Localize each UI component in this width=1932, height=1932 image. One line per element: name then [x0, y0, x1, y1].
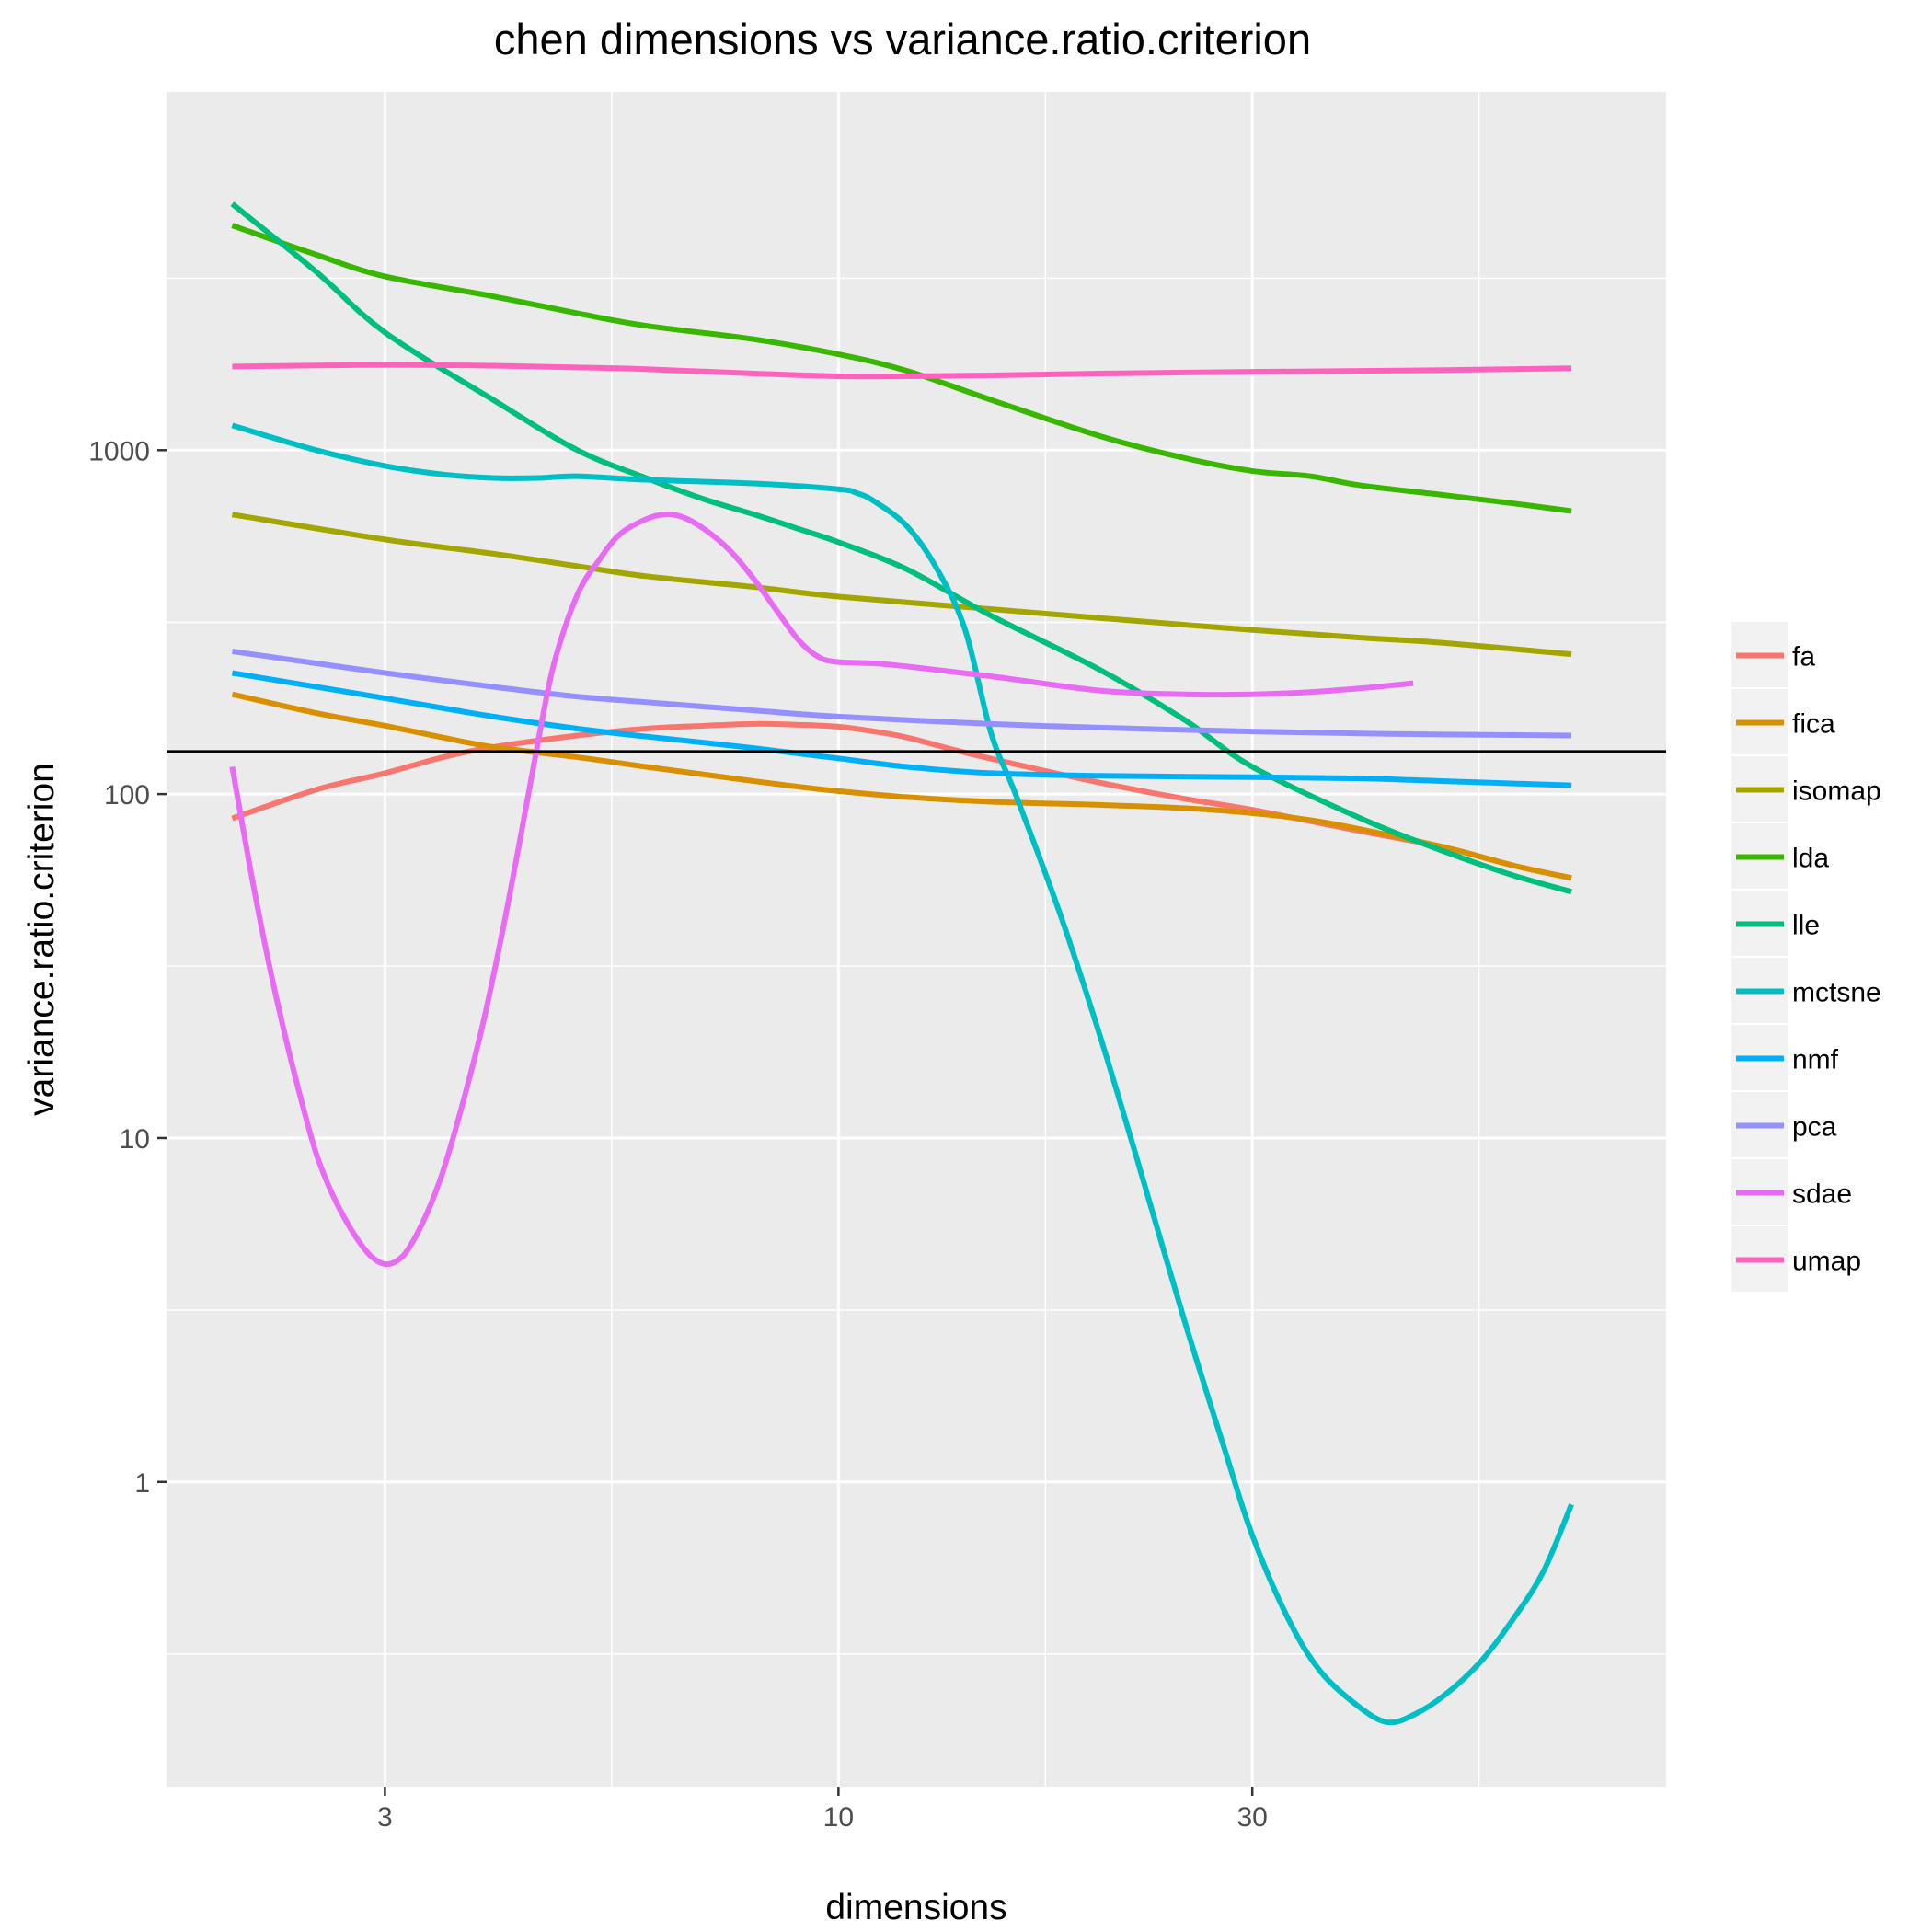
legend-item-mctsne: mctsne: [1731, 958, 1881, 1023]
series-line-fica: [231, 691, 1572, 881]
legend-item-umap: umap: [1731, 1226, 1861, 1292]
series-line-pca: [231, 649, 1572, 739]
x-axis-title: dimensions: [825, 1888, 1006, 1927]
series-lines: [229, 201, 1574, 1726]
series-line-sdae: [229, 512, 1414, 1268]
legend-item-fa: fa: [1731, 622, 1815, 687]
legend-item-fica: fica: [1731, 689, 1835, 754]
legend-label: lle: [1792, 911, 1820, 941]
legend-item-isomap: isomap: [1731, 756, 1881, 822]
series-line-umap: [232, 362, 1572, 380]
legend-label: isomap: [1792, 776, 1881, 807]
legend-label: sdae: [1792, 1179, 1852, 1210]
legend-label: mctsne: [1792, 978, 1881, 1008]
chart-title: chen dimensions vs variance.ratio.criter…: [494, 15, 1311, 63]
legend-label: umap: [1792, 1247, 1861, 1277]
x-tick-label: 3: [377, 1802, 393, 1833]
legend: fa fica isomap lda lle mctsne nmf pca sdae umap: [1731, 622, 1881, 1292]
legend-item-sdae: sdae: [1731, 1159, 1852, 1225]
series-line-mctsne: [231, 422, 1574, 1726]
series-line-nmf: [231, 670, 1572, 788]
series-line-lle: [230, 201, 1572, 895]
legend-item-lda: lda: [1731, 823, 1829, 889]
legend-item-pca: pca: [1731, 1092, 1837, 1157]
x-tick-label: 10: [823, 1802, 854, 1833]
legend-label: fa: [1792, 642, 1815, 673]
y-tick-label: 100: [104, 780, 150, 811]
x-axis: 3 10 30: [377, 1787, 1268, 1833]
y-tick-label: 1: [134, 1468, 150, 1499]
y-tick-label: 1000: [88, 436, 150, 466]
x-tick-label: 30: [1236, 1802, 1267, 1833]
y-axis-title: variance.ratio.criterion: [22, 763, 62, 1116]
legend-label: nmf: [1792, 1045, 1839, 1075]
legend-label: pca: [1792, 1112, 1837, 1143]
legend-label: lda: [1792, 844, 1829, 874]
legend-item-nmf: nmf: [1731, 1025, 1839, 1090]
y-axis: 1 10 100 1000: [88, 436, 167, 1499]
plot-panel: [167, 92, 1666, 1787]
y-tick-label: 10: [120, 1124, 150, 1155]
series-line-isomap: [231, 512, 1572, 658]
legend-label: fica: [1792, 709, 1835, 740]
legend-item-lle: lle: [1731, 891, 1820, 956]
